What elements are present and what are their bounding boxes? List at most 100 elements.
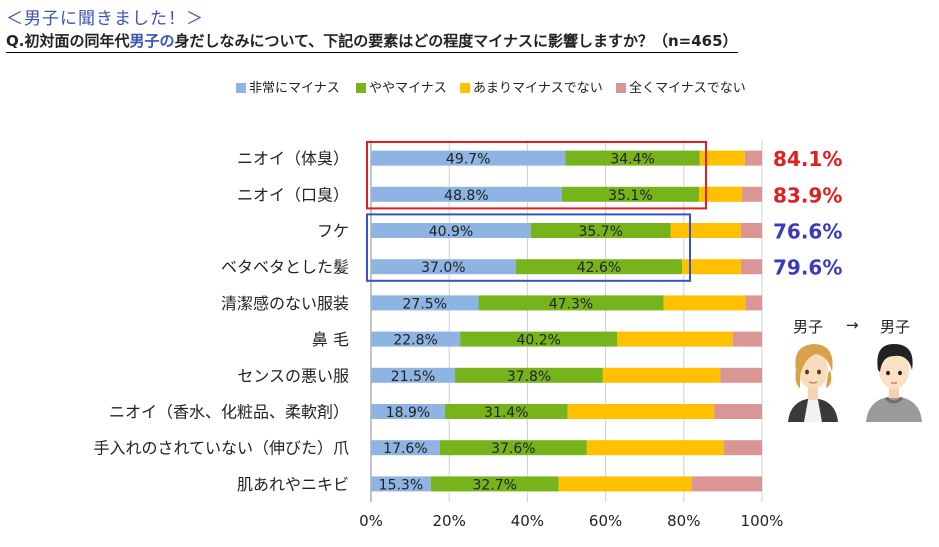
legend-swatch	[356, 83, 366, 93]
data-label: 40.2%	[516, 333, 560, 349]
bar-segment	[699, 150, 745, 166]
bar-segment	[723, 440, 762, 456]
bar-segment	[567, 404, 715, 419]
legend-label: 非常にマイナス	[249, 81, 340, 96]
bar-segment	[617, 331, 733, 347]
bar-segment	[530, 223, 671, 238]
bar-segment	[371, 186, 562, 202]
category-label: ニオイ（口臭）	[237, 185, 349, 204]
bar-segment	[714, 404, 762, 419]
callout-value: 76.6%	[773, 220, 842, 244]
bar-segment	[371, 367, 456, 383]
x-tick-label: 40%	[511, 512, 544, 530]
data-label: 47.3%	[549, 296, 593, 312]
question-highlight: 男子の	[129, 32, 175, 50]
bar-segment	[371, 331, 461, 347]
bar-segment	[561, 186, 700, 202]
bar-segment	[439, 440, 587, 456]
x-tick-label: 0%	[359, 512, 383, 530]
category-label: フケ	[317, 222, 349, 241]
bar-segment	[371, 404, 445, 419]
data-label: 15.3%	[379, 477, 423, 493]
bar-segment	[586, 440, 724, 456]
legend-label: ややマイナス	[369, 81, 447, 96]
legend-label: あまりマイナスでない	[473, 81, 603, 96]
bar-segment	[691, 476, 762, 492]
bar-segment	[371, 295, 479, 311]
bar-segment	[663, 295, 746, 311]
data-label: 31.4%	[484, 405, 528, 421]
bar-segment	[371, 440, 440, 456]
category-label: 清潔感のない服装	[221, 294, 349, 313]
data-label: 17.6%	[383, 441, 427, 457]
bar-segment	[699, 186, 743, 202]
bar-segment	[371, 259, 516, 275]
data-label: 34.4%	[610, 152, 654, 168]
data-label: 27.5%	[403, 296, 447, 312]
bar-segment	[740, 223, 762, 238]
bar-segment	[558, 476, 692, 492]
question-suffix: 身だしなみについて、下記の要素はどの程度マイナスに影響しますか？（n=465）	[174, 32, 738, 50]
question-title: Q.初対面の同年代男子の身だしなみについて、下記の要素はどの程度マイナスに影響し…	[6, 30, 738, 53]
data-label: 22.8%	[393, 333, 437, 349]
bar-segment	[670, 223, 741, 238]
data-label: 40.9%	[429, 224, 473, 240]
highlight-box	[366, 213, 691, 282]
x-tick-label: 60%	[589, 512, 622, 530]
bar-segment	[455, 367, 603, 383]
data-label: 49.7%	[446, 152, 490, 168]
bar-segment	[602, 367, 721, 383]
bar-segment	[682, 259, 741, 275]
kicker-title: ＜男子に聞きました！＞	[6, 9, 204, 29]
data-label: 48.8%	[444, 188, 488, 204]
x-tick-label: 80%	[667, 512, 700, 530]
data-label: 37.0%	[421, 260, 465, 276]
callout-value: 84.1%	[773, 147, 842, 171]
category-label: 鼻 毛	[312, 330, 349, 349]
data-label: 35.7%	[578, 224, 622, 240]
legend-swatch	[616, 83, 626, 93]
data-label: 37.6%	[491, 441, 535, 457]
arrow-label: →	[846, 316, 859, 334]
bar-segment	[740, 259, 762, 275]
bar-segment	[478, 295, 664, 311]
legend-swatch	[460, 83, 470, 93]
boy-stylish-icon	[788, 344, 838, 422]
data-label: 37.8%	[507, 369, 551, 385]
category-label: 肌あれやニキビ	[237, 475, 349, 494]
callout-value: 79.6%	[773, 256, 842, 280]
bar-segment	[742, 186, 762, 202]
bar-segment	[444, 404, 568, 419]
bar-segment	[732, 331, 762, 347]
legend-label: 全くマイナスでない	[629, 80, 746, 96]
bar-segment	[430, 476, 559, 492]
data-label: 21.5%	[391, 369, 435, 385]
category-label: ニオイ（体臭）	[237, 149, 349, 168]
bar-segment	[460, 331, 618, 347]
category-label: ニオイ（香水、化粧品、柔軟剤）	[109, 403, 349, 422]
highlight-box	[366, 141, 707, 210]
data-label: 18.9%	[386, 405, 430, 421]
bar-segment	[371, 223, 531, 238]
data-label: 42.6%	[577, 260, 621, 276]
question-prefix: Q.初対面の同年代	[6, 32, 130, 50]
bar-segment	[744, 150, 762, 166]
category-label: センスの悪い服	[237, 366, 349, 385]
from-label: 男子	[793, 318, 824, 336]
category-label: 手入れのされていない（伸びた）爪	[93, 439, 349, 458]
bar-segment	[745, 295, 762, 311]
boy-casual-icon	[866, 344, 922, 422]
bar-segment	[371, 476, 431, 492]
category-label: ベタベタとした髪	[221, 258, 349, 277]
callout-value: 83.9%	[773, 183, 842, 207]
legend-swatch	[236, 83, 246, 93]
data-label: 32.7%	[473, 477, 517, 493]
bar-segment	[371, 150, 566, 166]
to-label: 男子	[880, 318, 911, 336]
bar-segment	[515, 259, 683, 275]
x-tick-label: 20%	[433, 512, 466, 530]
x-tick-label: 100%	[741, 512, 784, 530]
bar-segment	[720, 367, 762, 383]
bar-segment	[565, 150, 700, 166]
